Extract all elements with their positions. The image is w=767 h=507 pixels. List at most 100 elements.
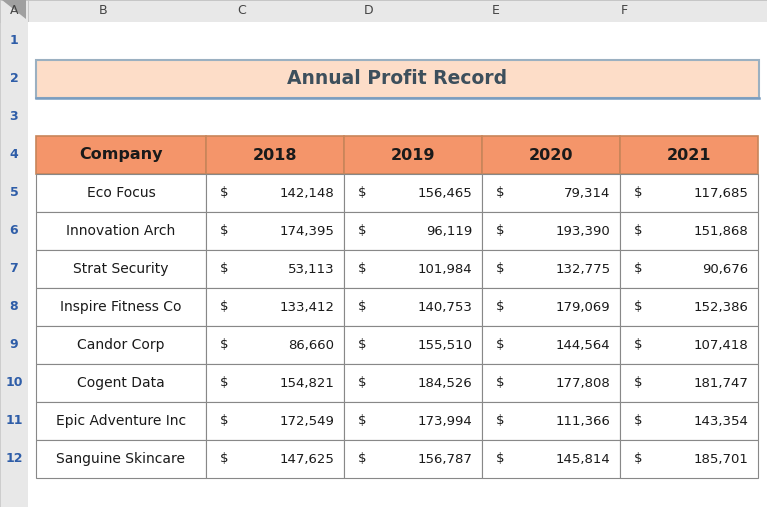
Bar <box>482 402 621 440</box>
Text: B: B <box>99 5 107 18</box>
Bar <box>621 288 759 326</box>
Bar <box>344 326 482 364</box>
Text: Cogent Data: Cogent Data <box>77 376 165 390</box>
Text: 144,564: 144,564 <box>556 339 611 351</box>
Bar <box>206 364 344 402</box>
Text: $: $ <box>496 339 505 351</box>
Text: 132,775: 132,775 <box>555 263 611 275</box>
Text: 147,625: 147,625 <box>279 453 334 465</box>
Text: 53,113: 53,113 <box>288 263 334 275</box>
Text: 6: 6 <box>10 225 18 237</box>
Text: $: $ <box>358 377 367 389</box>
Text: 90,676: 90,676 <box>703 263 749 275</box>
Text: 155,510: 155,510 <box>417 339 472 351</box>
Text: 96,119: 96,119 <box>426 225 472 237</box>
Text: $: $ <box>634 225 643 237</box>
Text: Company: Company <box>79 148 163 163</box>
Text: $: $ <box>496 187 505 199</box>
Text: $: $ <box>358 453 367 465</box>
Text: 5: 5 <box>10 187 18 199</box>
Text: $: $ <box>219 339 229 351</box>
Text: $: $ <box>634 263 643 275</box>
Text: 1: 1 <box>10 34 18 48</box>
Bar <box>206 136 344 174</box>
Text: $: $ <box>219 415 229 427</box>
Bar <box>621 402 759 440</box>
Text: 9: 9 <box>10 339 18 351</box>
Bar <box>621 212 759 250</box>
Text: 2021: 2021 <box>667 148 712 163</box>
Bar <box>621 364 759 402</box>
Text: $: $ <box>634 339 643 351</box>
Bar <box>0 0 28 22</box>
Bar <box>621 440 759 478</box>
Bar <box>206 288 344 326</box>
Text: 79,314: 79,314 <box>565 187 611 199</box>
Bar <box>621 250 759 288</box>
Text: C: C <box>238 5 246 18</box>
Text: 145,814: 145,814 <box>556 453 611 465</box>
Text: Epic Adventure Inc: Epic Adventure Inc <box>56 414 186 428</box>
Text: $: $ <box>634 415 643 427</box>
Text: 2: 2 <box>10 73 18 86</box>
Bar <box>482 250 621 288</box>
Bar <box>36 288 206 326</box>
Text: 156,787: 156,787 <box>417 453 472 465</box>
Text: $: $ <box>358 415 367 427</box>
Text: 174,395: 174,395 <box>279 225 334 237</box>
Text: 11: 11 <box>5 415 23 427</box>
Bar <box>36 212 206 250</box>
Bar <box>206 402 344 440</box>
Text: 133,412: 133,412 <box>279 301 334 313</box>
Text: Candor Corp: Candor Corp <box>77 338 165 352</box>
Bar <box>344 212 482 250</box>
Text: $: $ <box>219 187 229 199</box>
Bar <box>0 0 767 22</box>
Bar <box>344 174 482 212</box>
Text: F: F <box>621 5 627 18</box>
Text: 12: 12 <box>5 453 23 465</box>
Bar <box>344 136 482 174</box>
Text: 111,366: 111,366 <box>555 415 611 427</box>
Text: 185,701: 185,701 <box>693 453 749 465</box>
Text: $: $ <box>634 453 643 465</box>
Text: E: E <box>492 5 500 18</box>
Text: $: $ <box>358 225 367 237</box>
Bar <box>344 440 482 478</box>
Text: $: $ <box>496 263 505 275</box>
Text: 142,148: 142,148 <box>280 187 334 199</box>
Text: Annual Profit Record: Annual Profit Record <box>288 69 508 89</box>
Text: 3: 3 <box>10 111 18 124</box>
Bar <box>206 250 344 288</box>
Bar <box>36 440 206 478</box>
Bar <box>0 0 28 507</box>
Bar <box>36 364 206 402</box>
Bar <box>344 402 482 440</box>
Bar <box>482 326 621 364</box>
Bar <box>482 440 621 478</box>
Bar <box>482 174 621 212</box>
Bar <box>621 174 759 212</box>
Bar <box>482 136 621 174</box>
Text: 101,984: 101,984 <box>418 263 472 275</box>
Bar <box>482 212 621 250</box>
Text: 179,069: 179,069 <box>556 301 611 313</box>
Text: 140,753: 140,753 <box>417 301 472 313</box>
Text: $: $ <box>496 301 505 313</box>
Text: $: $ <box>219 453 229 465</box>
Text: $: $ <box>358 187 367 199</box>
Text: 8: 8 <box>10 301 18 313</box>
Text: Inspire Fitness Co: Inspire Fitness Co <box>60 300 182 314</box>
Text: 10: 10 <box>5 377 23 389</box>
Text: Eco Focus: Eco Focus <box>87 186 156 200</box>
Text: 2019: 2019 <box>391 148 436 163</box>
Text: 86,660: 86,660 <box>288 339 334 351</box>
Text: 177,808: 177,808 <box>556 377 611 389</box>
Bar <box>36 60 759 98</box>
Text: D: D <box>364 5 374 18</box>
Text: 173,994: 173,994 <box>418 415 472 427</box>
Text: $: $ <box>496 453 505 465</box>
Text: 7: 7 <box>10 263 18 275</box>
Text: 117,685: 117,685 <box>693 187 749 199</box>
Text: $: $ <box>358 301 367 313</box>
